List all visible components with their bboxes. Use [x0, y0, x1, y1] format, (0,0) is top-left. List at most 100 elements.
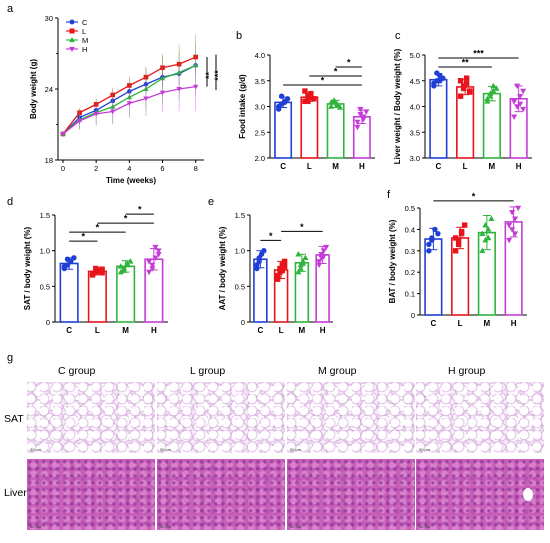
data-point-C [284, 96, 291, 102]
data-point-M [485, 234, 492, 241]
data-point-L [457, 78, 464, 84]
y-tick-label: 3.5 [410, 128, 420, 137]
sat-image-h-group [416, 382, 544, 453]
y-tick-label: 4.5 [410, 77, 420, 86]
data-point-C [437, 78, 443, 84]
scale-bar-label: 50 μm [290, 447, 302, 452]
sig-label: * [334, 67, 338, 77]
legend-marker-M [69, 36, 75, 43]
data-point-H [511, 99, 518, 105]
data-point-H [143, 96, 149, 102]
data-point-L [460, 83, 467, 89]
y-tick-label: 0 [411, 311, 415, 320]
scale-bar-label: 50 μm [419, 524, 431, 529]
x-tick-label: H [359, 162, 365, 171]
data-point-H [193, 84, 199, 90]
group-title-c: C group [58, 365, 96, 377]
data-point-C [275, 106, 282, 112]
panel-letter-e: e [208, 196, 215, 208]
x-tick-label: L [279, 326, 284, 335]
data-point-H [354, 119, 361, 126]
y-tick-label: 0 [241, 318, 245, 327]
y-tick-label: 0.3 [405, 247, 415, 256]
data-point-C [431, 80, 437, 87]
y-tick-label: 4.0 [255, 51, 265, 60]
data-point-L [281, 263, 288, 270]
liver-image-m-group [287, 459, 415, 530]
data-point-L [89, 272, 96, 278]
sig-label: * [138, 205, 142, 215]
data-point-C [71, 255, 77, 261]
y-tick-label: 3.5 [255, 77, 265, 86]
sig-label: *** [213, 70, 223, 81]
data-point-M [124, 260, 131, 266]
y-tick-label: 3.0 [410, 154, 420, 163]
data-point-H [149, 262, 156, 269]
legend-label-L: L [82, 27, 86, 36]
panel-letter-c: c [395, 30, 401, 42]
x-tick-label: M [332, 162, 339, 171]
data-point-H [357, 111, 364, 118]
data-point-H [60, 132, 66, 137]
bar-L [300, 96, 319, 159]
sig-label: * [96, 223, 100, 233]
data-point-L [308, 94, 314, 100]
data-point-M [482, 221, 489, 228]
y-tick-label: 4.0 [410, 103, 420, 112]
x-tick-label: 8 [194, 164, 198, 173]
panel-letter-b: b [236, 30, 243, 42]
data-point-L [466, 89, 473, 95]
liver-vessel-lumen [523, 488, 533, 501]
data-point-M [479, 247, 486, 254]
sig-label: *** [473, 49, 484, 59]
data-point-M [490, 82, 497, 89]
y-tick-label: 0.5 [40, 282, 50, 291]
data-point-C [426, 248, 432, 254]
x-tick-label: L [458, 319, 463, 328]
x-tick-label: C [280, 162, 286, 171]
sat-image-m-group [287, 382, 415, 453]
x-tick-label: M [122, 326, 129, 335]
x-tick-label: H [151, 326, 157, 335]
data-point-M [490, 87, 497, 94]
data-point-H [176, 87, 182, 92]
data-point-C [261, 247, 267, 254]
data-point-L [281, 258, 288, 265]
data-point-M [488, 215, 495, 221]
row-label-liver: Liver [4, 487, 27, 499]
sat-image-c-group [27, 382, 155, 453]
scale-bar-label: 50 μm [290, 524, 302, 529]
data-point-H [152, 255, 159, 262]
x-tick-label: H [516, 162, 522, 171]
data-point-H [520, 106, 527, 113]
group-title-m: M group [318, 365, 357, 377]
data-point-L [457, 93, 464, 99]
data-point-H [520, 88, 527, 95]
data-point-M [117, 263, 124, 269]
data-point-H [506, 222, 513, 229]
data-point-H [126, 101, 132, 107]
data-point-C [435, 230, 441, 237]
y-tick-label: 1.5 [40, 211, 50, 220]
x-tick-label: M [489, 162, 496, 171]
group-title-h: H group [448, 365, 486, 377]
sig-label: * [321, 76, 325, 86]
data-point-H [323, 244, 330, 251]
data-point-L [463, 75, 470, 81]
y-tick-label: 0.4 [405, 225, 415, 234]
data-point-H [515, 205, 522, 212]
legend-marker-H [69, 46, 75, 53]
panel-letter-d: d [7, 196, 14, 208]
data-point-H [149, 266, 156, 272]
y-tick-label: 0.2 [405, 268, 415, 277]
sig-label: ** [204, 71, 214, 79]
y-tick-label: 0 [46, 318, 50, 327]
data-point-M [331, 97, 338, 103]
bar-M [326, 103, 345, 159]
y-tick-label: 30 [45, 14, 53, 23]
data-point-L [99, 270, 105, 276]
panel-letter-f: f [387, 189, 391, 201]
y-axis-label: SAT / body weight (%) [23, 226, 32, 310]
y-tick-label: 3.0 [255, 103, 265, 112]
